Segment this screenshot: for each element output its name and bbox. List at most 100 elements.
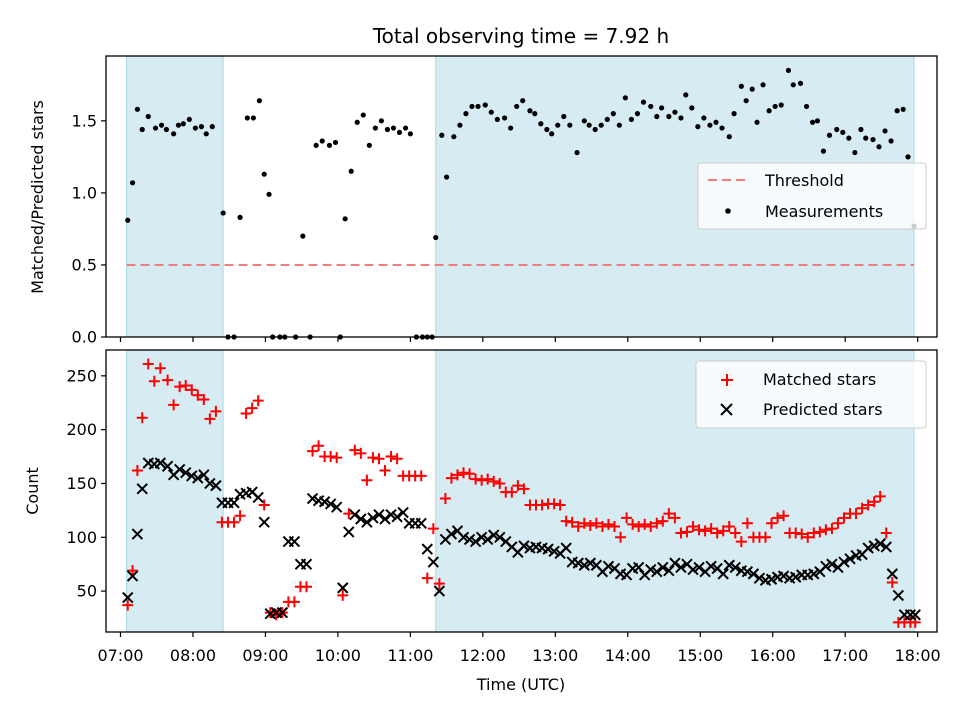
matched-star-point (615, 531, 627, 543)
predicted-star-point (481, 533, 494, 546)
predicted-star-point (741, 566, 754, 578)
measurement-point (592, 126, 598, 133)
measurement-point (689, 105, 695, 111)
matched-star-point (886, 576, 898, 588)
matched-stars-points (122, 358, 921, 628)
matched-star-point (331, 452, 343, 464)
measurement-point (163, 126, 169, 133)
measurement-point (348, 168, 354, 174)
matched-star-point (445, 472, 457, 484)
legend-predicted-label: Predicted stars (763, 400, 883, 419)
measurement-point (834, 126, 840, 133)
measurement-point (402, 125, 409, 131)
predicted-star-point (747, 568, 760, 580)
matched-star-point (826, 523, 838, 535)
predicted-star-point (789, 571, 802, 583)
measurement-point (743, 98, 749, 104)
matched-star-point (415, 470, 427, 482)
shaded-interval-0 (126, 55, 224, 338)
matched-star-point (122, 599, 134, 611)
measurement-point (894, 108, 900, 114)
measurement-point (360, 112, 366, 118)
measurement-point (707, 122, 713, 128)
legend-matched-swatch (721, 374, 733, 386)
predicted-star-point (560, 542, 572, 554)
predicted-star-point (892, 589, 905, 602)
x-tick-label: 14:00 (605, 646, 651, 665)
x-tick-label: 18:00 (895, 646, 941, 665)
matched-star-point (778, 510, 790, 522)
predicted-star-point (469, 535, 482, 548)
predicted-star-point (826, 558, 838, 570)
y-tick-label: 0.0 (72, 328, 97, 347)
matched-star-point (127, 565, 139, 577)
predicted-star-point (584, 557, 597, 569)
matched-star-point (802, 531, 814, 543)
measurement-point (538, 121, 544, 127)
matched-star-point (850, 508, 862, 520)
measurement-point (561, 113, 567, 120)
matched-star-point (192, 389, 204, 401)
measurement-point (840, 129, 846, 135)
legend-measurements-label: Measurements (765, 202, 883, 221)
predicted-star-point (494, 531, 506, 543)
measurement-point (501, 115, 508, 121)
predicted-star-point (228, 497, 240, 509)
chart-title: Total observing time = 7.92 h (372, 24, 669, 48)
matched-star-point (301, 581, 313, 593)
measurement-point (905, 154, 911, 160)
matched-star-point (741, 517, 753, 529)
predicted-star-point (651, 566, 663, 578)
bottom-axes-frame (105, 349, 938, 633)
measurement-point (701, 115, 707, 121)
x-tick-label: 12:00 (460, 646, 506, 665)
predicted-star-point (669, 557, 681, 569)
matched-star-point (874, 490, 886, 502)
matched-star-point (131, 465, 143, 477)
predicted-star-point (548, 545, 560, 557)
x-tick-label: 10:00 (315, 646, 361, 665)
predicted-star-point (838, 556, 850, 568)
measurement-point (407, 131, 413, 137)
measurement-point (457, 122, 463, 128)
predicted-star-point (367, 512, 379, 524)
matched-star-point (723, 521, 735, 533)
predicted-star-point (173, 463, 186, 476)
predicted-star-point (324, 498, 337, 510)
predicted-star-point (820, 560, 832, 573)
predicted-star-point (161, 460, 174, 472)
measurement-point (326, 142, 333, 148)
predicted-star-point (687, 563, 699, 576)
measurement-point (778, 102, 784, 108)
y-tick-label: 200 (66, 420, 97, 439)
measurement-point (354, 119, 360, 125)
matched-star-point (180, 380, 192, 392)
matched-star-point (663, 508, 675, 520)
measurement-point (749, 86, 755, 92)
measurement-point (610, 111, 616, 117)
measurement-point (622, 95, 628, 101)
measurement-point (514, 103, 520, 110)
legend-matched-label: Matched stars (763, 370, 876, 389)
measurement-point (366, 142, 372, 148)
matched-star-point (154, 362, 166, 374)
measurement-point (520, 98, 526, 104)
measurement-point (482, 102, 488, 108)
matched-star-point (602, 518, 614, 530)
measurement-point (766, 108, 772, 114)
matched-star-point (361, 474, 373, 486)
matched-star-point (693, 524, 705, 536)
predicted-star-point (427, 556, 440, 568)
measurement-point (544, 126, 550, 133)
measurement-point (475, 103, 481, 110)
matched-star-point (142, 358, 154, 370)
measurement-point (678, 115, 684, 121)
matched-star-point (572, 521, 584, 533)
matched-star-point (838, 512, 850, 524)
predicted-star-point (397, 506, 409, 519)
matched-star-point (198, 394, 210, 406)
measurement-point (134, 106, 141, 112)
matched-star-point (433, 578, 445, 590)
measurement-point (852, 149, 858, 156)
matched-star-point (186, 384, 198, 396)
